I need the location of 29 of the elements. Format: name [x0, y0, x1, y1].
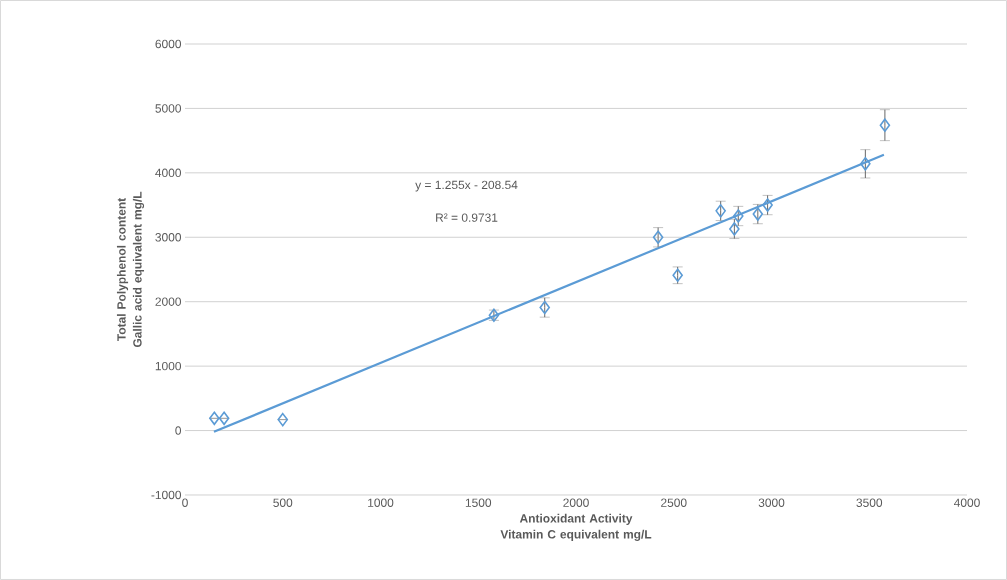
y-tick-label: 5000: [155, 104, 182, 113]
point: [879, 118, 891, 132]
annotation: y = 1.255x - 208.54: [415, 180, 518, 192]
x-tick-label: 1500: [465, 498, 492, 507]
point: [762, 198, 773, 212]
x-tick-label: 500: [273, 498, 293, 507]
point: [732, 209, 744, 223]
x-axis-title: Antioxidant Activity Vitamin C equivalent mg/L: [500, 513, 652, 541]
y-tick-label: -1000: [151, 490, 182, 500]
point: [277, 412, 289, 427]
point: [715, 204, 726, 218]
x-tick-label: 2500: [661, 498, 687, 507]
y-axis-title: Total Polyphenol content Gallic acid equivalent mg/L: [116, 191, 145, 348]
y-tick-label: 0: [175, 426, 182, 435]
x-tick-label: 3500: [856, 498, 883, 507]
y-tick-label: 1000: [155, 361, 182, 371]
y-tick-label: 6000: [155, 39, 182, 49]
x-tick-label: 0: [182, 498, 188, 507]
x-tick-label: 2000: [563, 498, 589, 507]
x-tick-label: 4000: [953, 498, 980, 507]
y-tick-label: 4000: [155, 168, 182, 178]
point: [860, 157, 871, 171]
x-tick-label: 1000: [368, 498, 394, 507]
y-tick-label: 3000: [155, 233, 182, 242]
point: [729, 222, 740, 236]
x-tick-label: 3000: [758, 498, 785, 507]
annotation: R² = 0.9731: [436, 213, 498, 222]
y-tick-label: 2000: [155, 297, 182, 306]
point: [752, 207, 764, 221]
